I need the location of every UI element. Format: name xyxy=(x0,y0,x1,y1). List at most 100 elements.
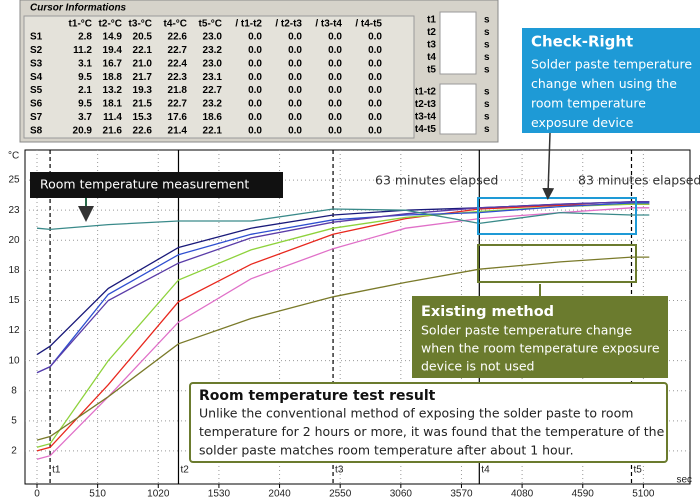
table-header: / t3-t4 xyxy=(315,19,342,30)
unit-label: s xyxy=(484,40,490,51)
table-cell: 11.4 xyxy=(103,112,122,123)
row-label: S5 xyxy=(30,85,43,96)
time-label: t2 xyxy=(427,27,436,38)
table-header: / t1-t2 xyxy=(235,19,262,30)
table-cell: 0.0 xyxy=(368,32,382,43)
table-cell: 0.0 xyxy=(288,72,302,83)
unit-label: s xyxy=(484,124,490,135)
table-cell: 21.8 xyxy=(168,85,188,96)
table-cell: 0.0 xyxy=(248,72,262,83)
table-cell: 21.6 xyxy=(103,125,123,136)
time-label: t4 xyxy=(427,52,436,63)
row-label: S4 xyxy=(30,72,43,83)
x-tick-label: 3570 xyxy=(450,489,473,500)
table-cell: 15.3 xyxy=(133,112,153,123)
unit-label: s xyxy=(484,99,490,110)
table-cell: 0.0 xyxy=(368,72,382,83)
x-tick-label: 5100 xyxy=(632,489,655,500)
interval-label: t4-t5 xyxy=(415,124,437,135)
time-label: t5 xyxy=(427,65,436,76)
y-tick-label: 20 xyxy=(8,235,20,246)
table-cell: 17.6 xyxy=(168,112,188,123)
table-cell: 19.4 xyxy=(103,45,123,56)
table-cell: 21.7 xyxy=(133,72,153,83)
table-cell: 0.0 xyxy=(288,45,302,56)
unit-label: s xyxy=(484,65,490,76)
table-cell: 2.8 xyxy=(78,32,92,43)
arrow xyxy=(542,132,555,200)
table-cell: 20.9 xyxy=(73,125,93,136)
table-cell: 0.0 xyxy=(328,99,342,110)
room-callout xyxy=(30,172,283,198)
table-cell: 0.0 xyxy=(328,72,342,83)
table-cell: 22.1 xyxy=(203,125,223,136)
row-label: S8 xyxy=(30,125,43,136)
row-label: S2 xyxy=(30,45,43,56)
table-cell: 0.0 xyxy=(288,125,302,136)
table-cell: 3.7 xyxy=(78,112,92,123)
y-tick-label: 18 xyxy=(8,265,20,276)
table-cell: 11.2 xyxy=(73,45,92,56)
cursor-label: t2 xyxy=(180,465,189,476)
cursor-label: t5 xyxy=(633,465,642,476)
table-cell: 9.5 xyxy=(78,72,92,83)
table-cell: 0.0 xyxy=(288,85,302,96)
y-tick-label: 5 xyxy=(11,415,17,426)
x-tick-label: 2040 xyxy=(268,489,291,500)
x-tick-label: 2550 xyxy=(329,489,352,500)
table-cell: 3.1 xyxy=(78,58,92,69)
table-cell: 22.1 xyxy=(133,45,153,56)
callout-text: solder paste matches room temperature af… xyxy=(199,443,574,458)
x-tick-label: 0 xyxy=(34,489,40,500)
y-tick-label: 25 xyxy=(8,175,20,186)
unit-label: s xyxy=(484,87,490,98)
table-cell: 9.5 xyxy=(78,99,92,110)
elapsed-label: 83 minutes elapsed xyxy=(578,173,700,188)
row-label: S1 xyxy=(30,32,43,43)
table-cell: 0.0 xyxy=(328,112,342,123)
table-cell: 0.0 xyxy=(288,58,302,69)
panel-title: Cursor Informations xyxy=(30,3,127,14)
highlight-box xyxy=(477,197,637,235)
interval-box xyxy=(439,83,477,135)
unit-label: s xyxy=(484,52,490,63)
table-cell: 22.6 xyxy=(133,125,153,136)
y-tick-label: 23 xyxy=(8,205,20,216)
callout-text: temperature for 2 hours or more, it was … xyxy=(199,424,665,439)
table-cell: 0.0 xyxy=(368,58,382,69)
table-cell: 0.0 xyxy=(328,32,342,43)
y-unit: °C xyxy=(8,151,19,162)
table-header: t4-°C xyxy=(164,19,187,30)
row-label: S6 xyxy=(30,99,43,110)
series-line xyxy=(36,201,650,374)
table-cell: 22.4 xyxy=(168,58,188,69)
table-cell: 0.0 xyxy=(248,125,262,136)
table-cell: 22.7 xyxy=(168,99,188,110)
table-cell: 19.3 xyxy=(133,85,153,96)
callout-text: change when using the xyxy=(531,76,677,91)
callout-text: Solder paste temperature change xyxy=(421,323,632,338)
table-header: t1-°C xyxy=(69,19,92,30)
table-header: / t2-t3 xyxy=(275,19,302,30)
table-cell: 0.0 xyxy=(248,99,262,110)
table-cell: 0.0 xyxy=(328,45,342,56)
row-label: S3 xyxy=(30,58,43,69)
table-cell: 21.0 xyxy=(133,58,153,69)
table-cell: 13.2 xyxy=(103,85,123,96)
time-box xyxy=(439,11,477,75)
table-cell: 0.0 xyxy=(368,112,382,123)
callout-title: Check-Right xyxy=(531,33,633,51)
x-tick-label: 510 xyxy=(89,489,106,500)
table-cell: 0.0 xyxy=(328,125,342,136)
table-cell: 16.7 xyxy=(103,58,123,69)
callout-text: Unlike the conventional method of exposi… xyxy=(199,406,633,421)
cursor-label: t1 xyxy=(52,465,61,476)
table-cell: 0.0 xyxy=(328,58,342,69)
y-tick-label: 12 xyxy=(8,325,20,336)
table-cell: 18.6 xyxy=(203,112,223,123)
table-cell: 0.0 xyxy=(248,32,262,43)
table-cell: 0.0 xyxy=(288,99,302,110)
table-cell: 0.0 xyxy=(368,85,382,96)
time-label: t1 xyxy=(427,15,436,26)
callout-text: exposure device xyxy=(531,115,634,130)
